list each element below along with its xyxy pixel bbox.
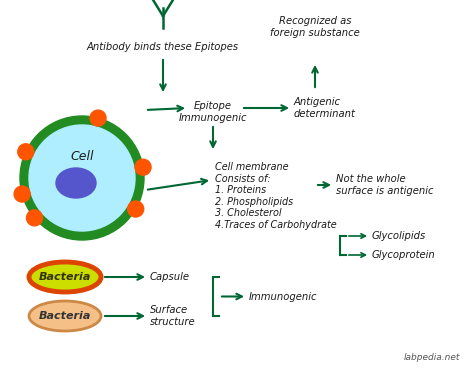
Circle shape — [135, 159, 151, 175]
Text: Cell: Cell — [70, 150, 94, 162]
Text: Bacteria: Bacteria — [39, 272, 91, 282]
Text: labpedia.net: labpedia.net — [404, 353, 460, 362]
Text: Capsule: Capsule — [150, 272, 190, 282]
Circle shape — [18, 144, 34, 160]
Text: Glycolipids: Glycolipids — [372, 231, 426, 241]
Text: Cell membrane
Consists of:
1. Proteins
2. Phospholipids
3. Cholesterol
4.Traces : Cell membrane Consists of: 1. Proteins 2… — [215, 162, 337, 230]
Circle shape — [29, 125, 135, 231]
Ellipse shape — [56, 168, 96, 198]
Text: Antibody binds these Epitopes: Antibody binds these Epitopes — [87, 42, 239, 52]
Circle shape — [90, 110, 106, 126]
Text: Surface
structure: Surface structure — [150, 305, 196, 327]
Text: Recognized as
foreign substance: Recognized as foreign substance — [270, 16, 360, 38]
Ellipse shape — [29, 301, 101, 331]
Circle shape — [20, 116, 144, 240]
Circle shape — [128, 201, 144, 217]
Text: Antigenic
determinant: Antigenic determinant — [294, 97, 356, 119]
Text: Immunogenic: Immunogenic — [249, 292, 318, 302]
Text: Bacteria: Bacteria — [39, 311, 91, 321]
Circle shape — [27, 210, 43, 226]
Text: Not the whole
surface is antigenic: Not the whole surface is antigenic — [336, 174, 434, 196]
Circle shape — [14, 186, 30, 202]
Text: Epitope
Immunogenic: Epitope Immunogenic — [179, 101, 247, 123]
Text: Glycoprotein: Glycoprotein — [372, 250, 436, 260]
Ellipse shape — [29, 262, 101, 292]
